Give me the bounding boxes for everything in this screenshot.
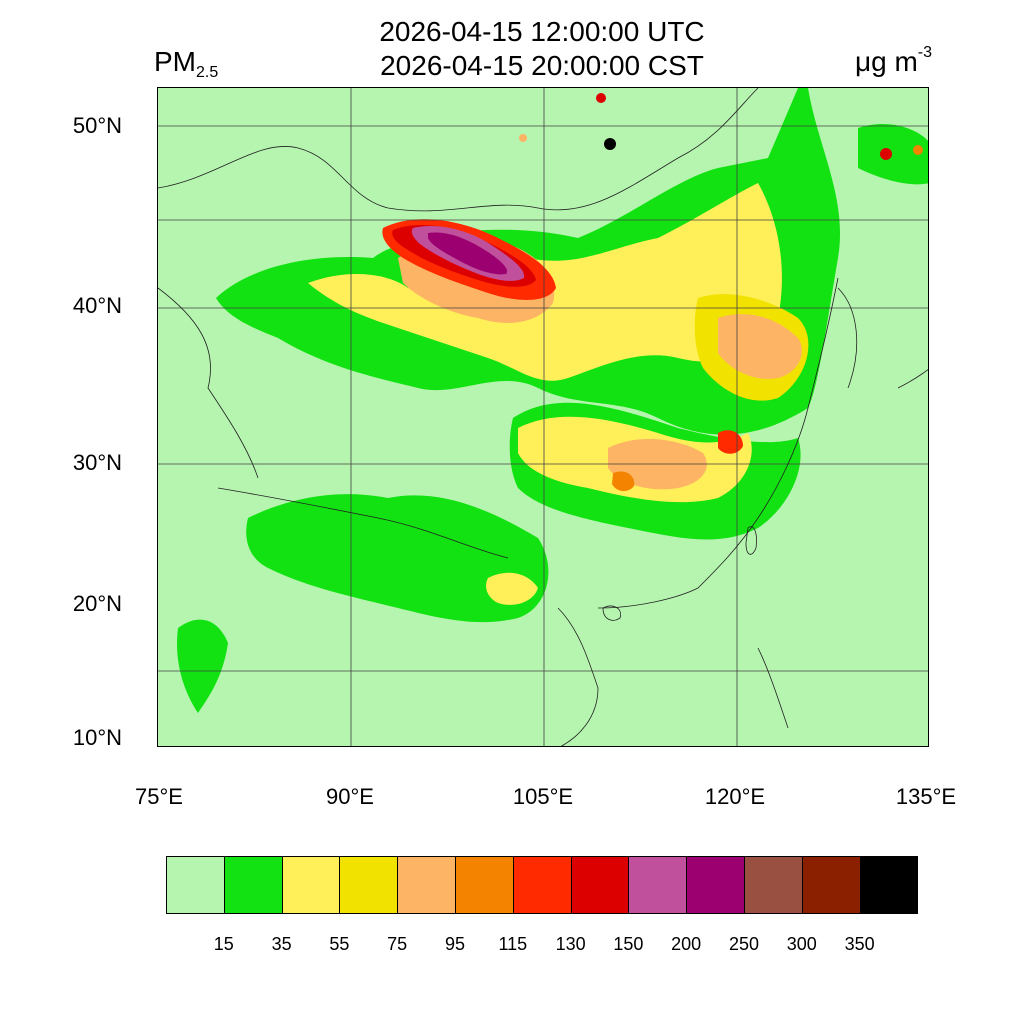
lon-label-105: 105°E (512, 784, 574, 809)
pm-region-yellow-southwest (486, 572, 538, 605)
legend-tick-label: 150 (613, 934, 644, 954)
pm-hotspot-northeast-1 (880, 148, 892, 160)
pm-hotspot-northeast-2 (913, 145, 923, 155)
legend-swatch (744, 856, 803, 914)
legend-tick-label: 130 (555, 934, 586, 954)
boundary-west (158, 287, 259, 479)
lon-label-135: 135°E (895, 784, 957, 809)
variable-label: PM2.5 (154, 46, 218, 82)
legend-tick-label: 250 (728, 934, 760, 954)
legend-swatch (628, 856, 688, 914)
unit-label: μg m-3 (855, 44, 932, 78)
legend-tick-label: 35 (271, 934, 292, 954)
legend-tick-label: 55 (329, 934, 350, 954)
variable-subscript: 2.5 (196, 64, 219, 81)
legend-swatch (801, 856, 861, 914)
lat-label-20: 20°N (72, 591, 122, 616)
lat-label-50: 50°N (72, 113, 122, 138)
pm25-map (158, 88, 928, 746)
boundary-korea (837, 287, 858, 389)
variable-name: PM (154, 46, 196, 77)
legend-swatch (686, 856, 745, 914)
island-hainan (602, 605, 621, 621)
graticule (158, 88, 928, 746)
pm-region-red-south (619, 475, 632, 488)
legend-tick-label: 95 (444, 934, 466, 954)
legend-tick-label: 200 (671, 934, 702, 954)
coast-indochina (557, 607, 599, 746)
legend-swatch (570, 856, 630, 914)
legend-swatch (512, 856, 572, 914)
pm-region-green-south-patch (177, 619, 228, 713)
coast-philippines (757, 647, 789, 729)
legend-swatch (281, 856, 341, 914)
legend-swatch (223, 856, 283, 914)
unit-exponent: -3 (917, 44, 932, 61)
legend-swatch (397, 856, 456, 914)
legend-tick-label: 350 (844, 934, 875, 954)
pm-region-orange-northeast (718, 314, 802, 379)
legend-swatch (859, 856, 919, 914)
pm-region-green-northeast (858, 123, 928, 185)
boundary-southwest (217, 487, 509, 559)
legend-tick-label: 300 (786, 934, 817, 954)
legend-swatch (166, 856, 225, 914)
lon-label-75: 75°E (135, 784, 183, 809)
pm-hotspot-north-1 (596, 93, 606, 103)
lat-label-40: 40°N (72, 293, 122, 318)
legend-swatch (339, 856, 399, 914)
lat-label-10: 10°N (72, 725, 122, 750)
pm-hotspot-north-2 (604, 138, 616, 150)
legend-tick-label: 115 (498, 934, 528, 954)
legend-tick-label: 15 (213, 934, 234, 954)
pm-region-green-southwest (246, 494, 549, 623)
title-line-utc: 2026-04-15 12:00:00 UTC (379, 16, 705, 47)
island-taiwan (745, 526, 757, 555)
coast-east (597, 277, 839, 609)
legend-swatch (455, 856, 514, 914)
boundary-north (158, 88, 759, 212)
pm-hotspot-north-3 (519, 134, 527, 142)
map-panel (157, 87, 929, 747)
legend-tick-label: 75 (387, 934, 408, 954)
title-line-cst: 2026-04-15 20:00:00 CST (380, 50, 704, 81)
boundaries (158, 88, 928, 746)
lon-label-90: 90°E (326, 784, 374, 809)
pm-region-darkpurple-desert (428, 232, 508, 275)
lat-label-30: 30°N (72, 450, 122, 475)
lon-label-120: 120°E (704, 784, 766, 809)
coast-japan (897, 369, 928, 389)
unit-base: μg m (854, 46, 918, 77)
